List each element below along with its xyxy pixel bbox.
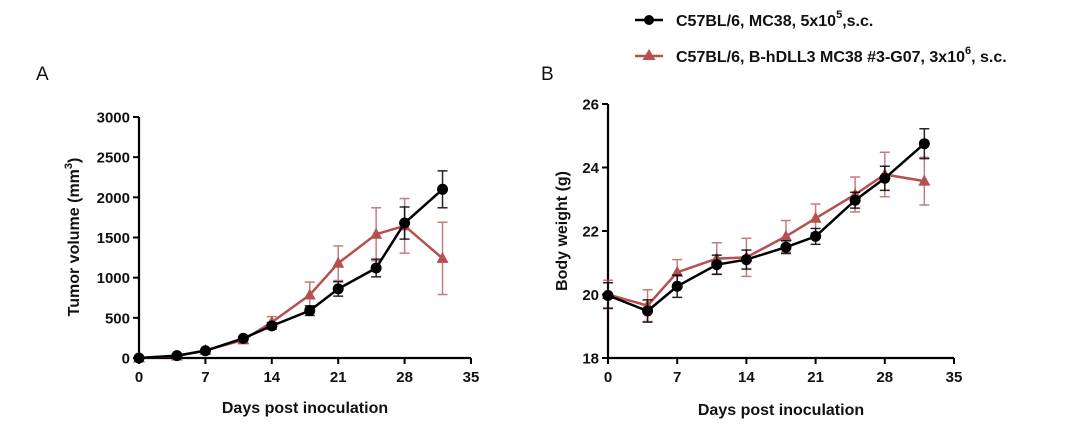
panel-a-x-tick-label: 14 <box>263 369 280 386</box>
panel-b-y-tick-label: 26 <box>582 97 599 114</box>
legend-marker-circle <box>644 15 654 25</box>
panel-b-x-axis-title: Days post inoculation <box>698 402 864 419</box>
panel-a-marks <box>133 170 449 364</box>
panel-a-x-axis-title: Days post inoculation <box>222 400 388 417</box>
panel-b-y-tick-label: 18 <box>582 351 599 368</box>
panel-b-body-weight: B 0 7 14 21 28 35 18 20 22 24 26 Days post inocula… <box>541 64 962 419</box>
panel-label-b: B <box>541 64 554 85</box>
panel-b-point-mc38 <box>918 138 930 150</box>
panel-a-series-mc38 <box>133 170 449 364</box>
legend: C57BL/6, MC38, 5x105,s.c. C57BL/6, B-hDL… <box>635 9 1007 66</box>
panel-b-point-hdll3 <box>779 229 792 241</box>
panel-b-x-tick-label: 35 <box>946 369 963 386</box>
panel-a-point-hdll3 <box>332 256 345 268</box>
panel-a-line-hdll3 <box>138 224 444 360</box>
panel-a-point-mc38 <box>171 350 183 362</box>
panel-a-x-tick-label: 7 <box>201 369 209 386</box>
panel-b-point-hdll3 <box>918 174 931 186</box>
panel-b-x-tick-label: 21 <box>807 369 824 386</box>
panel-a-x-tick-label: 35 <box>463 369 480 386</box>
panel-a-y-tick-label: 2000 <box>97 190 130 207</box>
panel-a-point-hdll3 <box>436 251 449 263</box>
panel-a-y-axis-title: Tumor volume (mm3) <box>63 158 83 317</box>
legend-text-hdll3: C57BL/6, B-hDLL3 MC38 #3-G07, 3x106, s.c… <box>676 45 1007 66</box>
panel-a-point-mc38 <box>399 217 411 229</box>
panel-b-axes: 0 7 14 21 28 35 18 20 22 24 26 <box>582 97 962 387</box>
panel-a-x-tick-label: 0 <box>135 369 143 386</box>
panel-a-line-mc38 <box>138 188 444 360</box>
legend-text-mc38: C57BL/6, MC38, 5x105,s.c. <box>676 9 873 30</box>
panel-b-point-hdll3 <box>671 265 684 277</box>
panel-b-point-mc38 <box>740 254 752 266</box>
legend-entry-hdll3: C57BL/6, B-hDLL3 MC38 #3-G07, 3x106, s.c… <box>635 45 1007 66</box>
panel-b-point-mc38 <box>849 194 861 206</box>
panel-b-x-tick-label: 14 <box>738 369 755 386</box>
panel-b-point-mc38 <box>602 289 614 301</box>
panel-b-y-tick-label: 20 <box>582 287 599 304</box>
panel-b-point-mc38 <box>810 230 822 242</box>
panel-b-x-tick-label: 7 <box>673 369 681 386</box>
panel-a-y-tick-label: 500 <box>105 310 130 327</box>
panel-b-x-tick-label: 0 <box>604 369 612 386</box>
panel-a-point-mc38 <box>304 305 316 317</box>
panel-b-point-mc38 <box>780 241 792 253</box>
panel-b-y-tick-label: 24 <box>582 160 599 177</box>
panel-b-point-mc38 <box>879 172 891 184</box>
panel-a-point-mc38 <box>332 283 344 295</box>
panel-b-point-mc38 <box>671 280 683 292</box>
panel-a-y-tick-label: 2500 <box>97 150 130 167</box>
panel-a-y-tick-label: 3000 <box>97 110 130 127</box>
panel-b-marks <box>602 128 931 323</box>
panel-b-point-mc38 <box>642 305 654 317</box>
panel-b-x-tick-label: 28 <box>876 369 893 386</box>
panel-a-axes: 0 7 14 21 28 35 0 500 1000 1500 2000 2500 3000 <box>97 110 480 387</box>
panel-b-line-hdll3 <box>607 173 925 308</box>
panel-a-point-mc38 <box>199 345 211 357</box>
panel-a-point-mc38 <box>133 352 145 364</box>
panel-b-point-hdll3 <box>809 211 822 223</box>
panel-a-point-hdll3 <box>370 227 383 239</box>
panel-b-y-axis-title: Body weight (g) <box>554 171 571 291</box>
legend-marker-triangle <box>642 49 656 60</box>
panel-a-y-tick-label: 1000 <box>97 270 130 287</box>
panel-b-y-tick-label: 22 <box>582 224 599 241</box>
legend-entry-mc38: C57BL/6, MC38, 5x105,s.c. <box>635 9 873 30</box>
panel-a-x-tick-label: 21 <box>330 369 347 386</box>
panel-a-y-tick-label: 1500 <box>97 230 130 247</box>
panel-a-point-mc38 <box>370 262 382 274</box>
panel-a-point-mc38 <box>437 183 449 195</box>
panel-a-point-mc38 <box>266 320 278 332</box>
panel-a-tumor-volume: A 0 7 14 21 28 35 0 500 1000 1500 2000 2500 3000 Day… <box>36 64 479 417</box>
panel-a-point-hdll3 <box>303 288 316 300</box>
panel-a-y-tick-label: 0 <box>122 351 130 368</box>
panel-a-point-mc38 <box>237 332 249 344</box>
panel-b-series-mc38 <box>602 128 930 323</box>
panel-b-line-mc38 <box>607 142 926 313</box>
panel-b-point-mc38 <box>711 259 723 271</box>
panel-label-a: A <box>36 64 49 85</box>
panel-a-x-tick-label: 28 <box>396 369 413 386</box>
